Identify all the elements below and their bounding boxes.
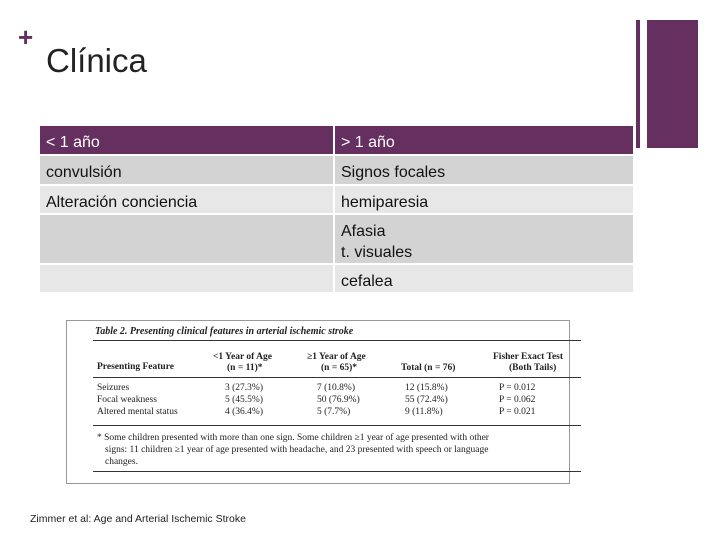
- figure-col-header: (n = 11)*: [227, 363, 263, 373]
- figure-cell: Altered mental status: [97, 407, 178, 417]
- figure-cell: 50 (76.9%): [317, 395, 360, 405]
- figure-cell: 12 (15.8%): [405, 383, 448, 393]
- table-cell: [40, 215, 333, 263]
- figure-cell: 7 (10.8%): [317, 383, 355, 393]
- footnote-line: signs: 11 children ≥1 year of age presen…: [105, 445, 489, 455]
- table-cell: cefalea: [335, 265, 633, 292]
- title-marker: +: [18, 22, 34, 52]
- decor-bar: [636, 20, 640, 148]
- figure-col-header: (n = 65)*: [321, 363, 358, 373]
- table-cell: convulsión: [40, 156, 333, 184]
- rule: [93, 471, 581, 472]
- footnote-line: changes.: [105, 457, 138, 467]
- figure-title: Table 2. Presenting clinical features in…: [95, 326, 354, 337]
- figure-cell: P = 0.021: [499, 407, 536, 417]
- figure-cell: 4 (36.4%): [225, 407, 263, 417]
- figure-cell: 5 (45.5%): [225, 395, 263, 405]
- figure-col-header: <1 Year of Age: [213, 352, 272, 362]
- figure-cell: P = 0.012: [499, 383, 536, 393]
- table-header: < 1 año: [40, 126, 333, 154]
- figure-cell: 5 (7.7%): [317, 407, 351, 417]
- figure-col-header: (Both Tails): [509, 363, 557, 373]
- figure-table: Table 2. Presenting clinical features in…: [66, 320, 581, 484]
- table-cell: hemiparesia: [335, 186, 633, 213]
- table-cell: Signos focales: [335, 156, 633, 184]
- figure-cell: Focal weakness: [97, 395, 157, 405]
- figure-col-header: Fisher Exact Test: [493, 352, 564, 362]
- rule: [93, 377, 581, 378]
- table-cell: Alteración conciencia: [40, 186, 333, 213]
- figure-cell: Seizures: [97, 383, 130, 393]
- rule: [93, 340, 581, 341]
- table-cell: [40, 265, 333, 292]
- figure-cell: 3 (27.3%): [225, 383, 263, 393]
- caption: Zimmer et al: Age and Arterial Ischemic …: [30, 513, 246, 525]
- slide-title: Clínica: [46, 42, 147, 79]
- figure-col-header: Presenting Feature: [97, 362, 174, 372]
- figure-col-header: ≥1 Year of Age: [307, 352, 366, 362]
- figure-cell: 9 (11.8%): [405, 407, 443, 417]
- decor-block: [647, 20, 698, 148]
- rule: [93, 425, 581, 426]
- cell-line: t. visuales: [341, 244, 413, 261]
- footnote-line: * Some children presented with more than…: [97, 433, 489, 443]
- cell-line: Afasia: [341, 223, 386, 240]
- figure-col-header: Total (n = 76): [401, 363, 456, 373]
- figure-cell: 55 (72.4%): [405, 395, 448, 405]
- table-header: > 1 año: [335, 126, 633, 154]
- table-cell: Afasia t. visuales: [335, 215, 633, 263]
- figure-cell: P = 0.062: [499, 395, 536, 405]
